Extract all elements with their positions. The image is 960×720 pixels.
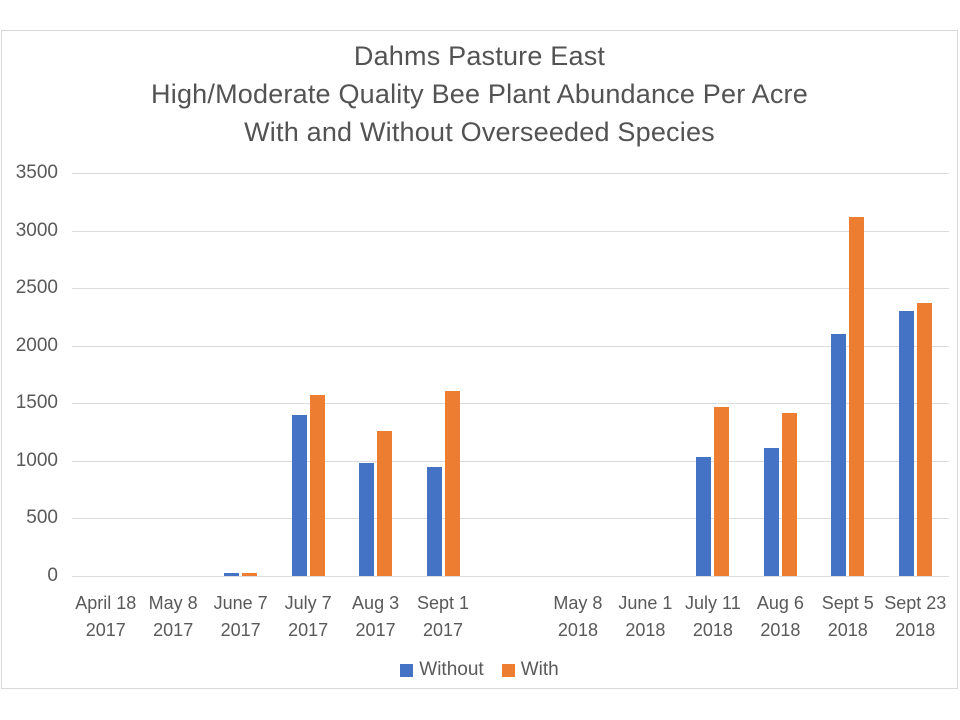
legend-item-without: Without <box>400 659 484 681</box>
category-slot-june-1-2018 <box>612 173 679 576</box>
y-axis-tick-label-3000: 3000 <box>15 219 58 241</box>
legend-item-with: With <box>501 659 559 681</box>
bar-without-sept-1-2017 <box>426 466 442 576</box>
chart-title-line-1: Dahms Pasture East <box>353 41 606 71</box>
gridline-3500 <box>72 173 949 174</box>
bar-with-july-11-2018 <box>714 406 730 576</box>
x-axis-category-label-may-8-2018: May 8 2018 <box>553 593 603 640</box>
bar-with-sept-1-2017 <box>444 390 460 576</box>
bar-with-aug-6-2018 <box>781 412 797 576</box>
bar-with-aug-3-2017 <box>377 430 393 576</box>
x-axis-category-label-july-7-2017: July 7 2017 <box>284 593 332 640</box>
gridline-0 <box>72 576 949 577</box>
x-axis-category-label-june-7-2017: June 7 2017 <box>213 593 268 640</box>
gridline-2500 <box>72 288 949 290</box>
x-axis-category-label-sept-5-2018: Sept 5 2018 <box>821 593 874 640</box>
x-axis-category-label-june-1-2018: June 1 2018 <box>618 593 673 640</box>
category-slot-aug-6-2018 <box>747 173 814 576</box>
bar-without-sept-5-2018 <box>831 334 847 576</box>
category-slot-july-11-2018 <box>679 173 746 576</box>
bar-without-aug-3-2017 <box>359 463 375 576</box>
bar-with-sept-5-2018 <box>849 216 865 576</box>
legend-swatch-with <box>501 663 515 677</box>
chart-title-line-3: With and Without Overseeded Species <box>244 117 715 147</box>
category-slot-may-8-2018 <box>544 173 611 576</box>
gridline-1500 <box>72 403 949 405</box>
category-slot-july-7-2017 <box>274 173 341 576</box>
y-axis-tick-label-500: 500 <box>26 507 58 529</box>
category-slot-may-8-2017 <box>139 173 206 576</box>
bar-without-july-11-2018 <box>696 457 712 576</box>
category-slot-separator <box>477 173 544 576</box>
category-slot-aug-3-2017 <box>342 173 409 576</box>
y-axis-tick-label-2500: 2500 <box>15 277 58 299</box>
bar-with-sept-23-2018 <box>916 303 932 576</box>
category-slot-april-18-2017 <box>72 173 139 576</box>
legend-label-without: Without <box>419 659 484 680</box>
gridline-1000 <box>72 460 949 462</box>
y-axis-tick-label-2000: 2000 <box>15 334 58 356</box>
category-slot-sept-5-2018 <box>814 173 881 576</box>
x-axis-category-label-aug-6-2018: Aug 6 2018 <box>756 593 804 640</box>
y-axis-tick-label-0: 0 <box>47 565 58 586</box>
category-slot-june-7-2017 <box>207 173 274 576</box>
bar-without-aug-6-2018 <box>763 448 779 576</box>
bar-without-sept-23-2018 <box>898 311 914 576</box>
x-axis-category-label-april-18-2017: April 18 2017 <box>75 593 137 640</box>
y-axis-tick-label-3500: 3500 <box>15 162 58 183</box>
x-axis-category-label-sept-23-2018: Sept 23 2018 <box>884 593 947 640</box>
gridline-2000 <box>72 345 949 347</box>
legend-swatch-without <box>400 663 414 677</box>
bar-with-july-7-2017 <box>309 395 325 576</box>
chart-title: Dahms Pasture East High/Moderate Quality… <box>2 37 957 151</box>
y-axis-tick-label-1000: 1000 <box>15 449 58 471</box>
gridline-500 <box>72 518 949 520</box>
x-axis-category-label-sept-1-2017: Sept 1 2017 <box>417 593 470 640</box>
chart-frame: Dahms Pasture East High/Moderate Quality… <box>1 30 958 689</box>
chart-title-line-2: High/Moderate Quality Bee Plant Abundanc… <box>151 79 808 109</box>
gridline-3000 <box>72 230 949 232</box>
legend-label-with: With <box>520 659 559 680</box>
y-axis-tick-label-1500: 1500 <box>15 392 58 414</box>
x-axis-category-label-may-8-2017: May 8 2017 <box>148 593 198 640</box>
bar-without-july-7-2017 <box>291 414 307 576</box>
bar-with-june-7-2017 <box>242 572 258 576</box>
bar-without-june-7-2017 <box>224 572 240 576</box>
category-slot-sept-23-2018 <box>882 173 949 576</box>
category-slot-sept-1-2017 <box>409 173 476 576</box>
x-axis-category-label-aug-3-2017: Aug 3 2017 <box>352 593 400 640</box>
legend: Without With <box>2 659 957 681</box>
x-axis-category-label-july-11-2018: July 11 2018 <box>685 593 741 640</box>
